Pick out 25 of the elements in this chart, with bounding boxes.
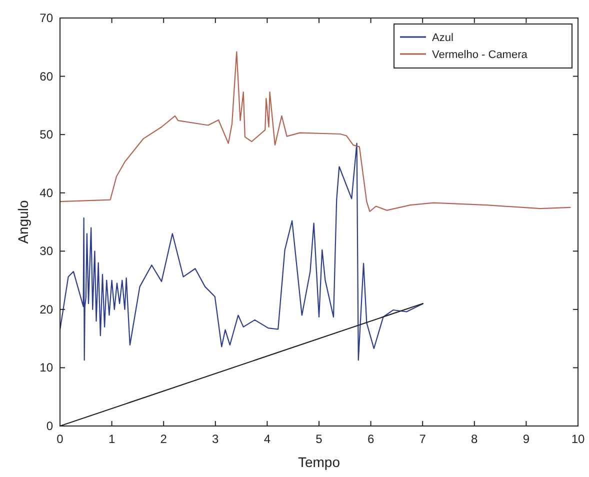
x-tick-label: 4 <box>264 432 271 446</box>
x-tick-label: 10 <box>571 432 585 446</box>
x-tick-label: 0 <box>56 432 64 446</box>
y-axis-title: Angulo <box>15 200 31 244</box>
y-tick-label: 20 <box>40 302 54 316</box>
x-tick-label: 8 <box>471 432 478 446</box>
x-tick-label: 1 <box>108 432 116 446</box>
y-tick-label: 60 <box>40 69 54 84</box>
y-tick-label: 70 <box>40 11 54 25</box>
line-series <box>59 142 424 361</box>
y-tick-label: 50 <box>40 128 54 142</box>
line-series <box>59 51 571 212</box>
legend-label: Azul <box>432 32 454 44</box>
x-axis-title: Tempo <box>298 454 340 470</box>
x-tick-label: 9 <box>522 432 530 446</box>
legend-label: Vermelho - Camera <box>432 49 528 61</box>
y-tick-label: 30 <box>40 244 54 258</box>
x-tick-label: 5 <box>316 432 323 446</box>
y-tick-label: 0 <box>46 419 54 433</box>
y-tick-label: 10 <box>40 360 54 375</box>
x-tick-label: 2 <box>160 432 168 446</box>
x-tick-label: 6 <box>367 432 374 446</box>
x-tick-label: 3 <box>212 432 220 446</box>
x-tick-label: 7 <box>419 432 426 446</box>
y-tick-label: 40 <box>40 186 54 200</box>
